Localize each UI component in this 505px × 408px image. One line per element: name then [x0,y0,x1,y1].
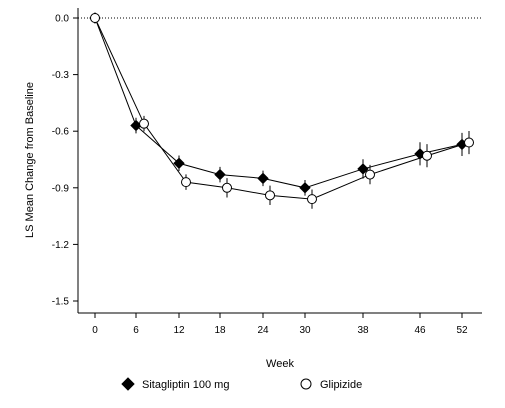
data-point [357,163,369,175]
data-point [257,172,269,185]
x-tick-label: 18 [214,325,226,336]
x-axis-title: Week [266,358,294,370]
data-point [422,150,432,161]
data-point [181,177,191,188]
x-ticks: 0 6 12 18 24 30 38 46 52 [92,313,468,336]
x-tick-label: 0 [92,325,98,336]
axes [77,8,482,314]
y-tick-label: -0.6 [52,127,70,138]
x-tick-label: 12 [173,325,185,336]
legend-label-glipizide: Glipizide [320,379,362,391]
legend-marker-sitagliptin [121,377,135,391]
data-point [90,13,100,23]
legend: Sitagliptin 100 mg Glipizide [121,377,362,391]
data-point [299,182,311,194]
y-tick-label: -1.5 [52,297,70,308]
y-tick-label: -0.3 [52,70,70,81]
y-tick-label: -1.2 [52,240,70,251]
data-point [139,118,149,129]
series-sitagliptin [89,12,468,196]
data-point [222,182,232,193]
x-tick-label: 52 [456,325,468,336]
data-point [265,190,275,201]
legend-marker-glipizide [300,378,312,390]
x-tick-label: 24 [257,325,269,336]
series-glipizide [90,13,474,209]
data-point [214,168,226,181]
x-tick-label: 38 [357,325,369,336]
x-tick-label: 6 [133,325,139,336]
series-layer [89,12,474,209]
data-point [307,194,317,205]
legend-label-sitagliptin: Sitagliptin 100 mg [142,379,229,391]
y-ticks: 0.0 -0.3 -0.6 -0.9 -1.2 -1.5 [52,14,78,308]
y-tick-label: -0.9 [52,183,70,194]
x-tick-label: 46 [414,325,426,336]
y-tick-label: 0.0 [55,14,69,25]
data-point [464,137,474,148]
x-tick-label: 30 [299,325,311,336]
data-point [365,169,375,180]
y-axis-title: LS Mean Change from Baseline [24,82,36,238]
series-line-glipizide [94,17,470,200]
data-point [173,157,185,169]
